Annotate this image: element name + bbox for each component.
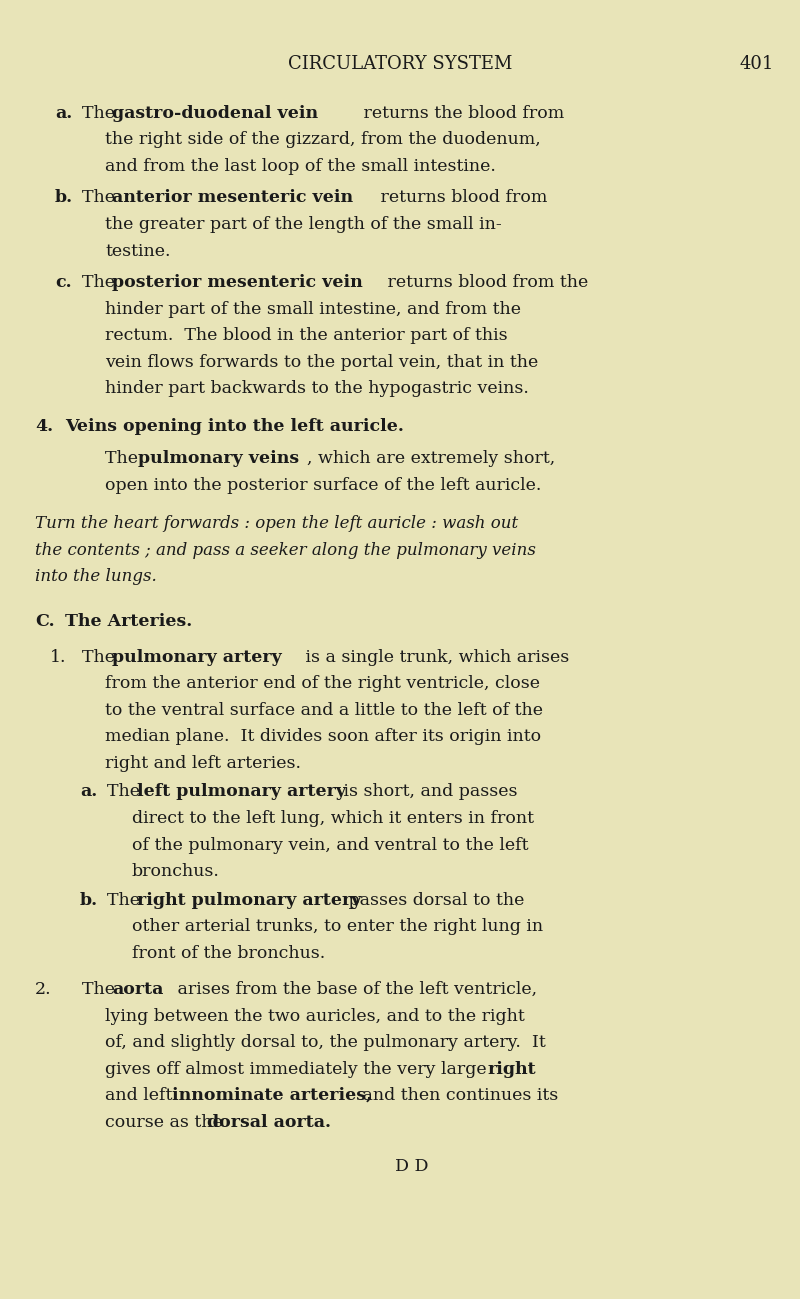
Text: CIRCULATORY SYSTEM: CIRCULATORY SYSTEM [288,55,512,73]
Text: 401: 401 [740,55,774,73]
Text: , which are extremely short,: , which are extremely short, [307,449,555,468]
Text: of, and slightly dorsal to, the pulmonary artery.  It: of, and slightly dorsal to, the pulmonar… [105,1034,546,1051]
Text: the contents ; and pass a seeker along the pulmonary veins: the contents ; and pass a seeker along t… [35,542,536,559]
Text: The: The [82,274,121,291]
Text: median plane.  It divides soon after its origin into: median plane. It divides soon after its … [105,729,541,746]
Text: gives off almost immediately the very large: gives off almost immediately the very la… [105,1060,492,1077]
Text: front of the bronchus.: front of the bronchus. [132,944,326,961]
Text: Veins opening into the left auricle.: Veins opening into the left auricle. [65,418,404,435]
Text: D D: D D [395,1157,429,1176]
Text: the greater part of the length of the small in-: the greater part of the length of the sm… [105,216,502,233]
Text: open into the posterior surface of the left auricle.: open into the posterior surface of the l… [105,477,542,494]
Text: b.: b. [55,190,73,207]
Text: and then continues its: and then continues its [357,1087,558,1104]
Text: arises from the base of the left ventricle,: arises from the base of the left ventric… [172,981,537,998]
Text: and left: and left [105,1087,178,1104]
Text: bronchus.: bronchus. [132,863,220,879]
Text: to the ventral surface and a little to the left of the: to the ventral surface and a little to t… [105,701,543,720]
Text: passes dorsal to the: passes dorsal to the [343,891,524,908]
Text: gastro-duodenal vein: gastro-duodenal vein [112,105,318,122]
Text: innominate arteries,: innominate arteries, [172,1087,372,1104]
Text: hinder part backwards to the hypogastric veins.: hinder part backwards to the hypogastric… [105,381,529,397]
Text: of the pulmonary vein, and ventral to the left: of the pulmonary vein, and ventral to th… [132,837,529,853]
Text: testine.: testine. [105,243,170,260]
Text: is short, and passes: is short, and passes [338,783,518,800]
Text: 2.: 2. [35,981,52,998]
Text: returns blood from: returns blood from [375,190,547,207]
Text: C.: C. [35,613,54,630]
Text: The: The [82,981,121,998]
Text: returns the blood from: returns the blood from [358,105,564,122]
Text: right pulmonary artery: right pulmonary artery [137,891,362,908]
Text: a.: a. [55,105,72,122]
Text: The: The [107,891,146,908]
Text: is a single trunk, which arises: is a single trunk, which arises [300,650,570,666]
Text: right and left arteries.: right and left arteries. [105,755,301,772]
Text: The Arteries.: The Arteries. [65,613,192,630]
Text: c.: c. [55,274,72,291]
Text: The: The [82,650,121,666]
Text: Turn the heart forwards : open the left auricle : wash out: Turn the heart forwards : open the left … [35,514,518,533]
Text: pulmonary veins: pulmonary veins [138,449,299,468]
Text: a.: a. [80,783,98,800]
Text: The: The [105,449,143,468]
Text: anterior mesenteric vein: anterior mesenteric vein [112,190,353,207]
Text: dorsal aorta.: dorsal aorta. [207,1113,331,1130]
Text: lying between the two auricles, and to the right: lying between the two auricles, and to t… [105,1008,525,1025]
Text: returns blood from the: returns blood from the [382,274,588,291]
Text: other arterial trunks, to enter the right lung in: other arterial trunks, to enter the righ… [132,918,543,935]
Text: the right side of the gizzard, from the duodenum,: the right side of the gizzard, from the … [105,131,541,148]
Text: The: The [107,783,146,800]
Text: The: The [82,190,121,207]
Text: posterior mesenteric vein: posterior mesenteric vein [112,274,362,291]
Text: rectum.  The blood in the anterior part of this: rectum. The blood in the anterior part o… [105,327,508,344]
Text: into the lungs.: into the lungs. [35,568,157,585]
Text: b.: b. [80,891,98,908]
Text: aorta: aorta [112,981,163,998]
Text: The: The [82,105,121,122]
Text: course as the: course as the [105,1113,228,1130]
Text: left pulmonary artery: left pulmonary artery [137,783,346,800]
Text: and from the last loop of the small intestine.: and from the last loop of the small inte… [105,158,496,175]
Text: right: right [487,1060,536,1077]
Text: pulmonary artery: pulmonary artery [112,650,282,666]
Text: direct to the left lung, which it enters in front: direct to the left lung, which it enters… [132,811,534,827]
Text: 4.: 4. [35,418,53,435]
Text: from the anterior end of the right ventricle, close: from the anterior end of the right ventr… [105,675,540,692]
Text: vein flows forwards to the portal vein, that in the: vein flows forwards to the portal vein, … [105,353,538,370]
Text: 1.: 1. [50,650,66,666]
Text: hinder part of the small intestine, and from the: hinder part of the small intestine, and … [105,300,521,317]
